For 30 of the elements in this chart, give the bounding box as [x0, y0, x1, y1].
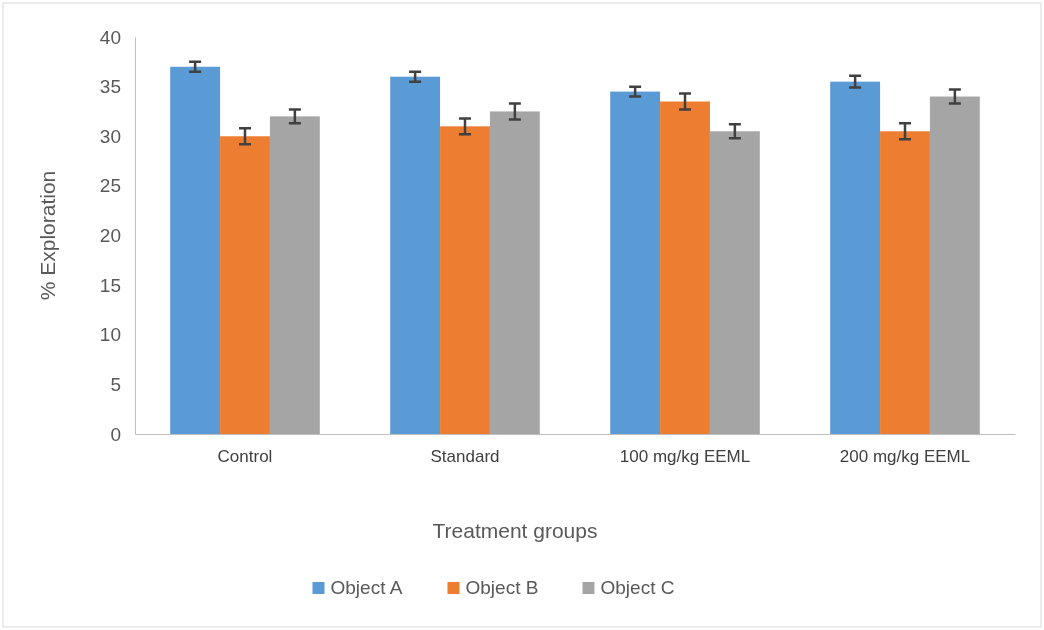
y-tick-label: 15	[99, 274, 121, 296]
y-tick-label: 25	[99, 175, 121, 197]
legend-label: Object A	[330, 577, 403, 598]
y-tick-label: 20	[99, 225, 121, 247]
y-tick-label: 35	[99, 76, 121, 98]
x-tick-label: 100 mg/kg EEML	[619, 447, 751, 467]
y-tick-label: 30	[99, 125, 121, 147]
bar	[709, 131, 760, 434]
bar	[390, 76, 441, 434]
bar	[269, 116, 320, 434]
bar	[929, 96, 980, 434]
bar	[440, 126, 490, 434]
bar	[220, 136, 270, 434]
bar	[660, 101, 710, 434]
y-tick-label: 10	[99, 324, 121, 346]
y-tick-label: 0	[110, 423, 121, 445]
x-axis-title: Treatment groups	[432, 519, 598, 542]
x-tick-label: Control	[217, 447, 273, 467]
bar	[880, 131, 930, 434]
y-tick-label: 40	[99, 26, 121, 48]
bar	[830, 81, 881, 434]
x-tick-label: 200 mg/kg EEML	[839, 447, 971, 467]
bar	[610, 91, 661, 434]
bar	[489, 111, 540, 434]
legend-label: Object C	[600, 577, 675, 598]
legend-label: Object B	[465, 577, 539, 598]
y-axis-title: % Exploration	[36, 170, 59, 301]
y-tick-label: 5	[110, 373, 121, 395]
bar	[170, 66, 221, 434]
x-tick-label: Standard	[430, 447, 500, 467]
